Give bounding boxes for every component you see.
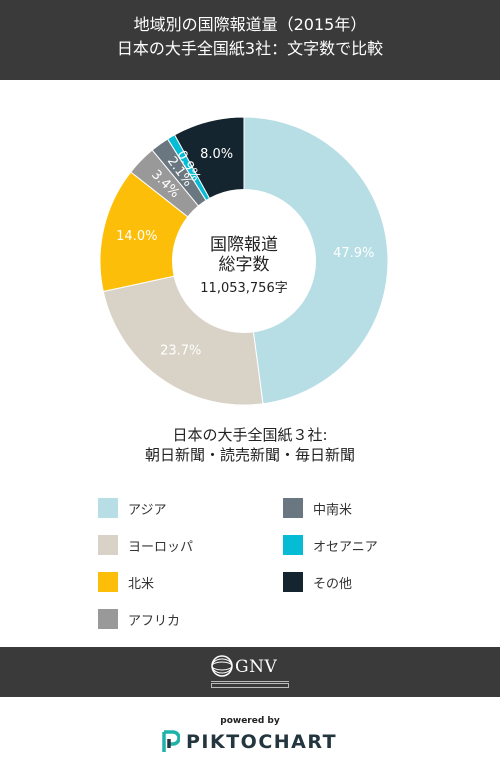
slice-label-3: 14.0% [116,229,157,244]
legend-swatch [283,498,303,518]
legend-label: その他 [313,576,353,592]
slice-label-2: 23.7% [160,343,201,358]
caption-line1: 日本の大手全国紙３社: [172,426,328,444]
slice-label-1: 47.9% [333,246,374,261]
legend-swatch [98,535,118,555]
legend-item: 北米 [98,572,154,592]
legend-label: アジア [128,502,167,518]
gnv-logo: GNV [211,653,289,693]
piktochart-logo-text: PIKTOCHART [186,731,338,753]
legend-item: その他 [283,572,352,592]
center-total-value: 11,053,756字 [200,281,287,296]
legend-label: ヨーロッパ [128,539,194,555]
gnv-logo-subtitle-bar [211,683,289,688]
slice-label-7: 8.0% [200,147,233,162]
page-title-line1: 地域別の国際報道量（2015年） [133,15,367,34]
header-banner: 地域別の国際報道量（2015年） 日本の大手全国紙3社：文字数で比較 [0,0,500,80]
legend-item: 中南米 [283,498,352,518]
legend-swatch [98,572,118,592]
legend-swatch [98,498,118,518]
legend-swatch [283,535,303,555]
footer-band: GNV [0,647,500,697]
piktochart-logo-icon [162,730,180,752]
gnv-logo-text: GNV [235,657,278,677]
center-label-line2: 総字数 [219,255,270,275]
legend-item: オセアニア [283,535,378,555]
legend-item: アフリカ [98,609,180,629]
piktochart-logo[interactable]: PIKTOCHART [160,730,340,756]
donut-chart: 47.9%23.7%14.0%3.4%2.1%0.9%8.0% 国際報道 総字数… [99,116,389,406]
center-label-line1: 国際報道 [210,235,278,255]
legend-swatch [283,572,303,592]
legend-label: 中南米 [313,502,353,518]
gnv-logo-rule [211,681,289,682]
slice-1 [243,116,389,405]
donut-hole [172,189,316,333]
chart-caption: 日本の大手全国紙３社: 朝日新聞・読売新聞・毎日新聞 [0,425,500,465]
powered-by-label: powered by [220,716,280,726]
legend-item: ヨーロッパ [98,535,193,555]
page-title-line2: 日本の大手全国紙3社：文字数で比較 [116,39,384,58]
legend-label: 北米 [128,576,155,592]
legend-swatch [98,609,118,629]
caption-line2: 朝日新聞・読売新聞・毎日新聞 [144,446,355,464]
legend-label: アフリカ [128,613,181,629]
legend-item: アジア [98,498,166,518]
globe-icon [211,655,233,677]
legend-label: オセアニア [313,539,378,555]
